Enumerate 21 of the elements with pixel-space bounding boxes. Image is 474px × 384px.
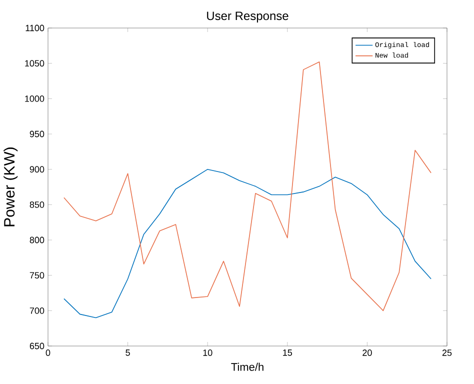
y-tick-label: 1050	[25, 60, 44, 67]
y-tick-label: 950	[30, 130, 44, 138]
y-tick-label: 900	[30, 166, 44, 173]
x-tick-label: 15	[283, 350, 292, 356]
x-tick-label: 20	[362, 350, 372, 356]
x-tick-label: 25	[442, 350, 452, 356]
line-series	[64, 168, 432, 318]
x-tick-label: 5	[126, 350, 130, 356]
y-tick-label: 750	[30, 272, 44, 279]
line-series	[64, 62, 432, 312]
y-tick-label: 700	[30, 307, 44, 314]
x-tick-label: 10	[203, 350, 212, 356]
x-tick-label: 0	[46, 350, 50, 356]
x-axis-title: Time/h	[231, 362, 264, 371]
y-tick-label: 1100	[26, 24, 44, 32]
y-tick-label: 850	[30, 201, 44, 208]
y-tick-label: 650	[30, 342, 44, 350]
chart-title: User Response	[207, 12, 288, 22]
y-axis-title: Power (KW)	[4, 148, 18, 226]
y-tick-label: 800	[30, 236, 44, 244]
y-tick-label: 1000	[25, 95, 44, 102]
